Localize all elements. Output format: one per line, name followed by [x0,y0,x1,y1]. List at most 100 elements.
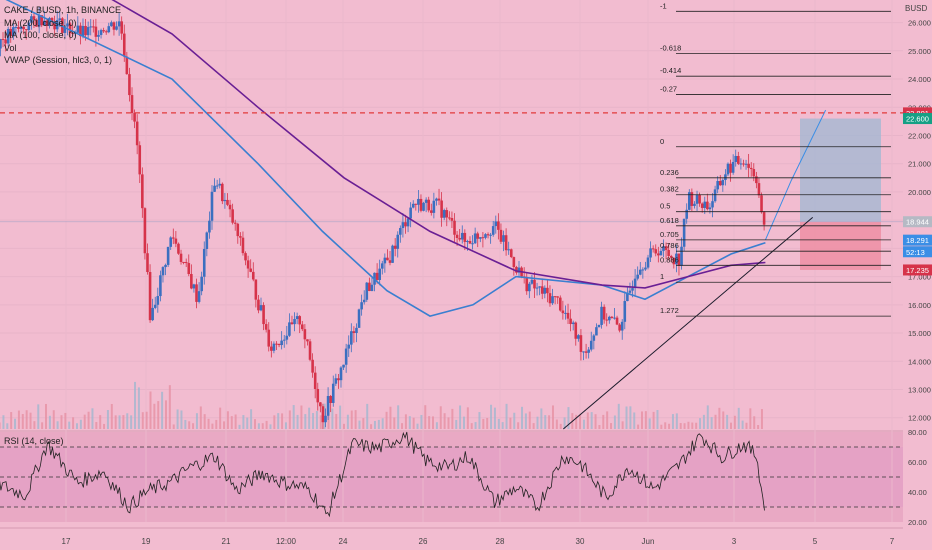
volume-bar [432,416,435,429]
candle-body [128,74,131,96]
candle-body [146,253,149,273]
volume-bar [137,387,140,429]
volume-bar [733,415,736,429]
candle-body [515,267,518,273]
ma200-line [111,0,766,289]
volume-bar [284,422,287,429]
candle-body [347,344,351,349]
candle-body [288,322,291,336]
candle-body [558,297,562,311]
candle-body [538,286,541,288]
rsi-line [0,431,765,518]
volume-bar [652,411,655,429]
candle-body [450,218,454,221]
candle-body [509,249,513,258]
candle-body [63,26,67,33]
candle-body [419,198,423,211]
price-tag-label: 18.291 [906,236,929,245]
volume-bar [145,411,148,429]
candle-body [595,327,598,336]
candle-body [680,246,683,266]
candle-body [378,268,381,281]
volume-bar [718,407,721,429]
candle-body [654,249,658,254]
price-tick-label: 25.000 [908,47,931,56]
candle-body [370,284,374,292]
volume-bar [141,412,144,429]
candle-body [458,237,461,240]
candle-body [442,210,446,218]
candle-body [280,340,283,346]
volume-bar [459,405,462,429]
volume-bar [253,419,256,429]
candle-body [208,220,211,233]
candle-body [306,339,309,342]
volume-bar [745,422,748,429]
fib-level-label: 1 [660,272,664,281]
target-zone [800,118,881,222]
price-tick-label: 26.000 [908,19,931,28]
volume-bar [737,407,740,429]
candle-body [195,284,198,302]
candle-body [295,316,299,320]
candle-body [164,264,167,268]
volume-bar [397,405,400,429]
candle-body [481,237,485,239]
volume-bar [273,415,276,429]
candle-body [608,316,611,321]
candle-body [543,287,547,294]
candle-body [620,321,624,331]
candle-body [667,249,670,256]
candle-body [489,234,492,236]
candle-body [729,163,732,173]
candle-body [324,415,327,423]
candle-body [386,257,389,261]
volume-bar [0,422,1,429]
candle-body [117,21,121,27]
volume-bar [741,420,744,429]
time-tick-label: 17 [62,537,71,546]
volume-bar [172,424,175,429]
candle-body [744,163,748,165]
fib-level-label: 0.886 [660,255,679,264]
volume-bar [675,413,678,429]
candle-body [491,226,495,235]
candle-body [290,322,294,325]
candle-body [192,284,196,289]
candle-body [267,329,271,347]
volume-bar [60,415,63,429]
volume-bar [157,401,160,429]
volume-bar [753,416,756,429]
candle-body [638,269,642,275]
volume-bar [702,414,705,429]
candle-body [716,181,719,190]
volume-bar [687,421,690,429]
volume-bar [41,422,44,429]
volume-bar [760,409,763,429]
volume-bar [691,422,694,429]
candle-body [151,307,154,321]
volume-bar [714,414,717,429]
candle-body [618,324,621,331]
volume-bar [389,406,392,429]
volume-bar [602,414,605,429]
volume-bar [56,421,59,429]
volume-bar [428,416,431,429]
candle-body [213,185,216,192]
fib-level-label: 0.382 [660,185,679,194]
candle-body [626,292,629,302]
candle-body [99,30,103,35]
volume-bar [559,423,562,429]
volume-bar [660,424,663,429]
volume-bar [757,424,760,429]
candle-body [259,305,263,311]
volume-bar [184,419,187,429]
candle-body [494,221,498,227]
candle-body [337,378,340,381]
candle-body [329,395,332,403]
volume-bar [590,412,593,429]
candle-body [401,222,405,229]
candle-body [577,335,580,339]
candle-body [631,288,634,291]
